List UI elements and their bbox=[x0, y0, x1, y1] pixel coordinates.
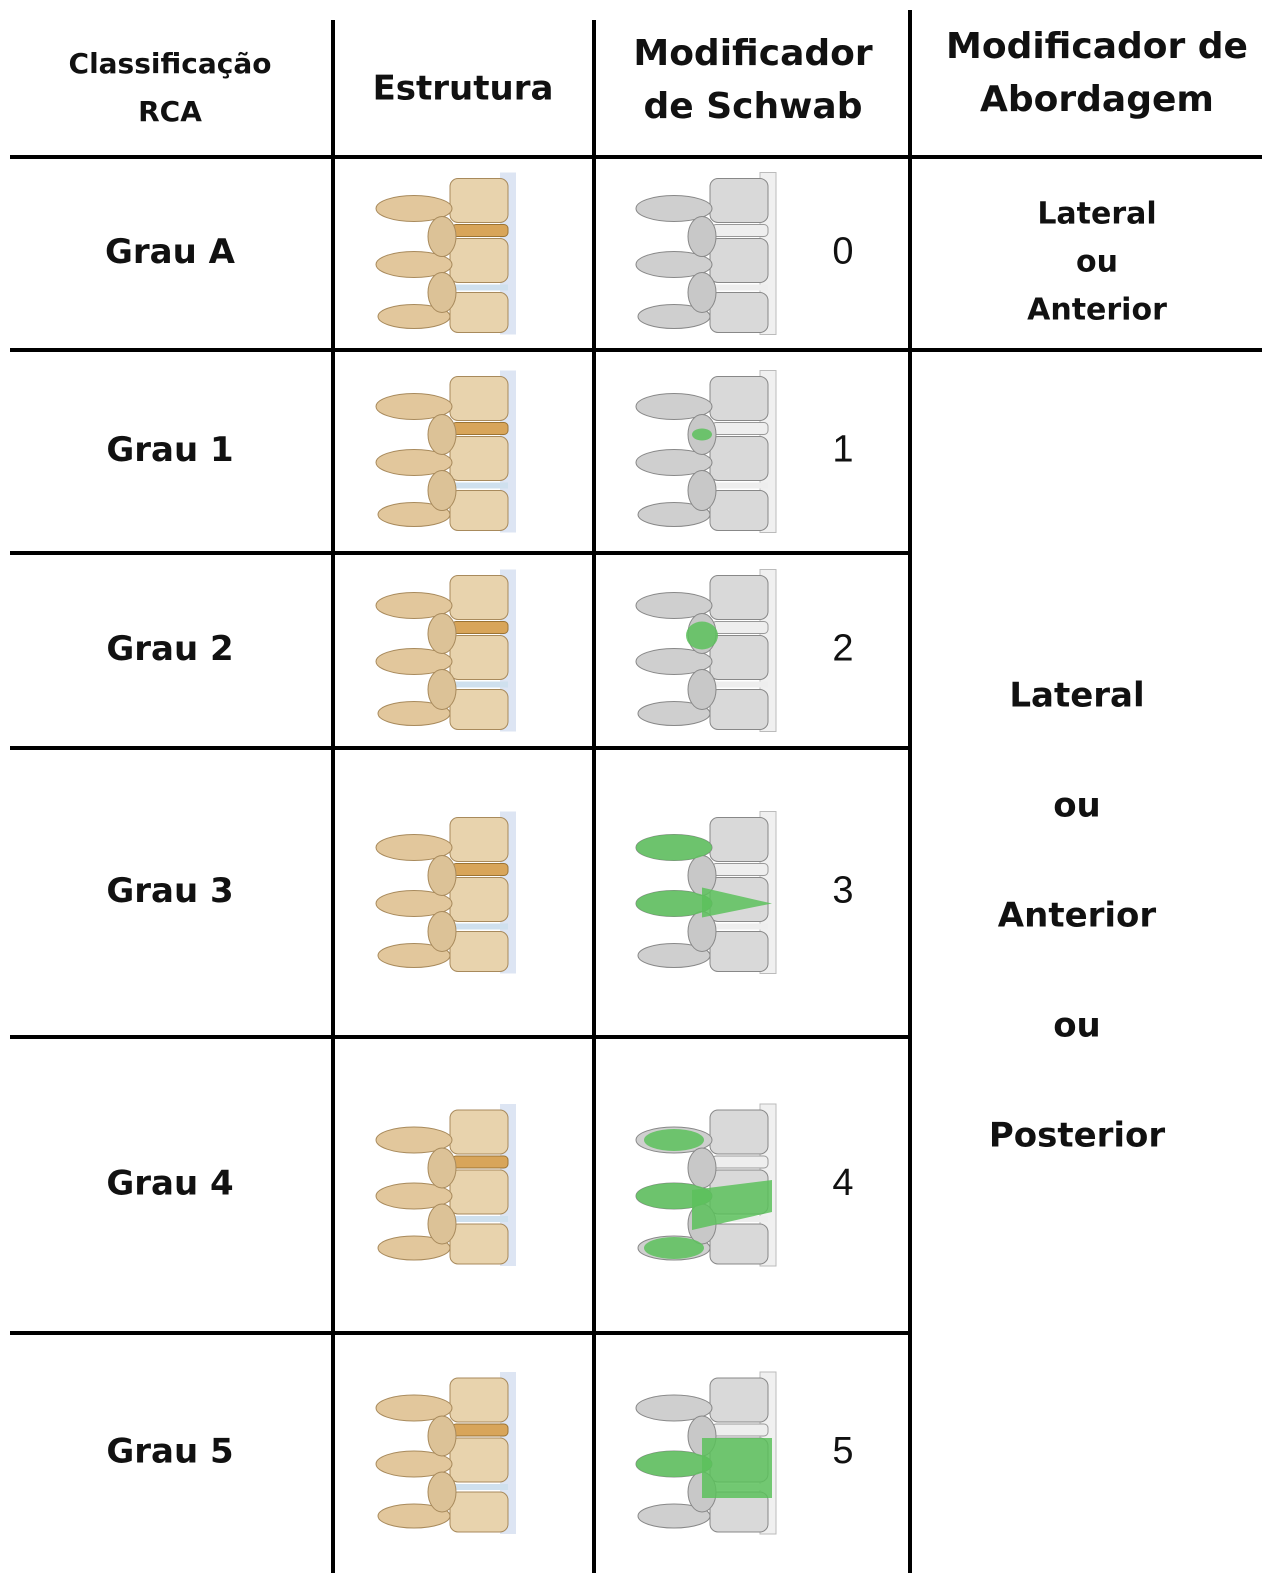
grade-label: Grau 5 bbox=[106, 1432, 233, 1472]
approach-label: Posterior bbox=[989, 1116, 1166, 1156]
structure-illustration bbox=[375, 811, 517, 974]
structure-illustration bbox=[375, 172, 517, 335]
schwab-grade: 3 bbox=[832, 870, 853, 912]
approach-label: Lateral bbox=[1037, 197, 1156, 232]
grade-label: Grau A bbox=[105, 232, 236, 272]
schwab-grade: 0 bbox=[832, 231, 853, 273]
resection-highlight bbox=[692, 428, 712, 441]
resection-highlight bbox=[636, 1438, 772, 1498]
grade-label: Grau 2 bbox=[106, 629, 233, 669]
schwab-grade: 1 bbox=[832, 429, 853, 471]
column-header: RCA bbox=[138, 95, 202, 128]
resection-area bbox=[644, 1129, 704, 1151]
grade-label: Grau 4 bbox=[106, 1164, 233, 1204]
resection-area bbox=[692, 1180, 772, 1230]
resection-area bbox=[692, 428, 712, 441]
approach-label: Anterior bbox=[1027, 293, 1167, 328]
column-header: Classificação bbox=[69, 47, 272, 80]
structure-illustration bbox=[375, 569, 517, 732]
grade-label: Grau 3 bbox=[106, 871, 233, 911]
resection-area bbox=[636, 834, 712, 861]
structure-illustration bbox=[375, 370, 517, 533]
resection-area bbox=[644, 1237, 704, 1259]
column-header: de Schwab bbox=[644, 86, 863, 127]
column-header: Abordagem bbox=[980, 79, 1214, 120]
schwab-illustration bbox=[635, 370, 777, 533]
approach-label: Lateral bbox=[1009, 676, 1144, 716]
resection-highlight bbox=[686, 621, 718, 650]
schwab-grade: 4 bbox=[832, 1162, 853, 1204]
schwab-grade: 5 bbox=[832, 1430, 853, 1472]
structure-illustration bbox=[375, 1371, 517, 1535]
schwab-illustration bbox=[635, 569, 777, 732]
approach-label: ou bbox=[1053, 786, 1101, 826]
approach-label: ou bbox=[1076, 245, 1118, 280]
column-header: Estrutura bbox=[373, 69, 554, 109]
schwab-illustration bbox=[635, 172, 777, 335]
structure-illustration bbox=[375, 1103, 517, 1267]
approach-label: Anterior bbox=[998, 896, 1157, 936]
approach-label: ou bbox=[1053, 1006, 1101, 1046]
resection-area bbox=[686, 621, 718, 650]
column-header: Modificador de bbox=[946, 26, 1248, 67]
resection-area bbox=[702, 1438, 772, 1498]
resection-highlight bbox=[636, 834, 772, 918]
table-grid bbox=[10, 10, 1262, 1573]
column-header: Modificador bbox=[633, 33, 872, 74]
resection-highlight bbox=[636, 1129, 772, 1259]
grade-label: Grau 1 bbox=[106, 430, 233, 470]
schwab-grade: 2 bbox=[832, 628, 853, 670]
resection-area bbox=[702, 887, 772, 918]
resection-area bbox=[636, 1451, 712, 1477]
resection-area bbox=[636, 890, 712, 917]
